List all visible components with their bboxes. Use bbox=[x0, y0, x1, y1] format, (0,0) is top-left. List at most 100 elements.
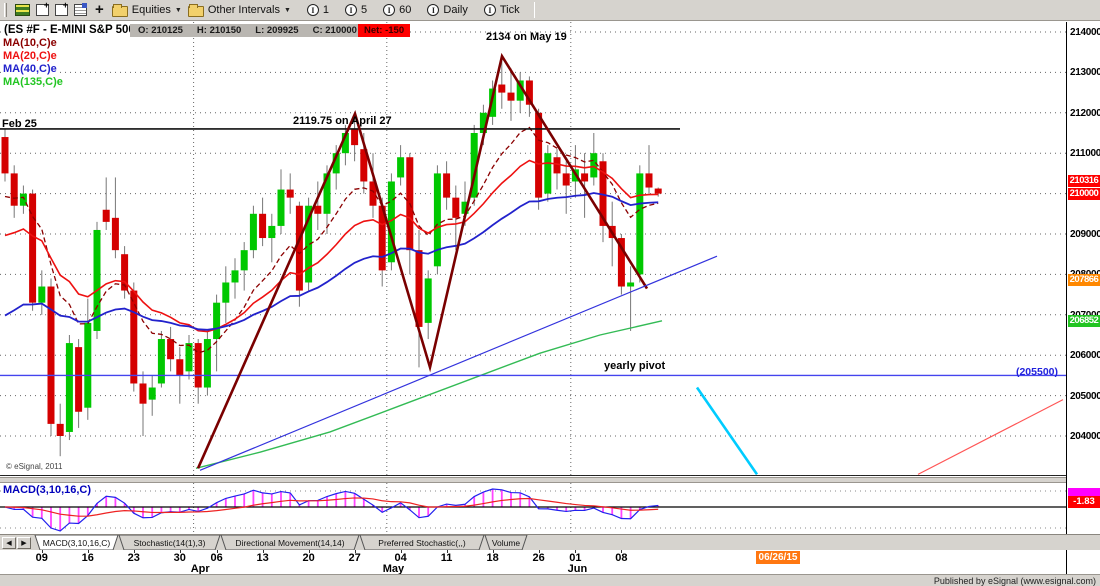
open-value: O: 210125 bbox=[138, 25, 183, 36]
new-chart-window-icon[interactable] bbox=[36, 0, 49, 16]
add-symbol-icon[interactable]: + bbox=[95, 1, 104, 18]
folder-icon bbox=[187, 3, 204, 17]
interval-button-60[interactable]: I 60 bbox=[383, 4, 411, 16]
macd-chart-canvas[interactable] bbox=[0, 483, 1066, 534]
study-tab-label: Directional Movement(14,14) bbox=[235, 538, 344, 548]
clock-interval-icon: I bbox=[427, 4, 440, 16]
week-label: 11 bbox=[440, 552, 453, 564]
date-tick bbox=[179, 550, 181, 553]
date-tick bbox=[575, 550, 577, 553]
study-tab-label: Stochastic(14(1),3) bbox=[134, 538, 206, 548]
toolbar: + Equities ▼ Other Intervals ▼ I1I5I60ID… bbox=[0, 0, 1100, 21]
week-label: 18 bbox=[486, 552, 499, 564]
toolbar-separator bbox=[533, 2, 535, 18]
may-high-annotation: 2134 on May 19 bbox=[486, 31, 567, 43]
close-value: C: 210000 bbox=[312, 25, 357, 36]
ma-legend-label: MA(40,C)e bbox=[2, 63, 58, 76]
swing-zigzag bbox=[196, 52, 649, 469]
ma-legend-label: MA(20,C)e bbox=[2, 50, 58, 63]
chevron-down-icon: ▼ bbox=[283, 6, 291, 14]
date-tick bbox=[133, 550, 135, 553]
macd-line bbox=[4, 488, 659, 532]
candlestick-chart-canvas[interactable] bbox=[0, 22, 1066, 476]
axis-tick-label: 212000 bbox=[1070, 107, 1100, 119]
gridlines bbox=[0, 31, 1066, 476]
status-bar: Published by eSignal (www.esignal.com) bbox=[0, 574, 1100, 586]
macd-study-label: MACD(3,10,16,C) bbox=[3, 484, 92, 496]
week-label: 20 bbox=[302, 552, 315, 564]
week-label: 01 bbox=[569, 552, 582, 564]
interval-button-daily[interactable]: I Daily bbox=[427, 4, 468, 16]
panel-divider[interactable] bbox=[0, 477, 1100, 483]
study-tab-label: Preferred Stochastic(,,) bbox=[378, 538, 466, 548]
ma-legend-label: MA(10,C)e bbox=[2, 37, 58, 50]
interval-label: Daily bbox=[443, 4, 468, 16]
date-tick bbox=[354, 550, 356, 553]
macd-value-badge: -1.83 bbox=[1068, 496, 1100, 508]
equities-menu[interactable]: Equities ▼ bbox=[111, 3, 182, 17]
price-badge: 207866 bbox=[1068, 273, 1100, 286]
clock-interval-icon: I bbox=[345, 4, 358, 16]
interval-label: 1 bbox=[322, 4, 330, 16]
week-label: 04 bbox=[394, 552, 407, 564]
month-label: Jun bbox=[567, 563, 588, 575]
ma-line-135 bbox=[195, 320, 663, 469]
macd-study-panel[interactable]: MACD(3,10,16,C) bbox=[0, 483, 1066, 534]
date-tick bbox=[538, 550, 540, 553]
axis-tick-label: 213000 bbox=[1070, 67, 1100, 79]
date-tick bbox=[87, 550, 89, 553]
week-label: 09 bbox=[35, 552, 48, 564]
cyan-projection bbox=[695, 386, 759, 476]
clock-interval-icon: I bbox=[483, 4, 496, 16]
interval-label: 5 bbox=[361, 4, 368, 16]
week-label: 23 bbox=[127, 552, 140, 564]
clock-interval-icon: I bbox=[383, 4, 396, 16]
price-badge: 210316 bbox=[1068, 174, 1100, 187]
interval-buttons: I 1 I 5 I 60 I Daily I Tick bbox=[301, 4, 520, 16]
yearly-pivot-annotation: yearly pivot bbox=[604, 360, 666, 372]
tab-scroll-left-button[interactable]: ◀ bbox=[2, 537, 16, 549]
date-tick bbox=[621, 550, 623, 553]
chart-properties-icon[interactable] bbox=[74, 3, 87, 16]
symbol-title: (ES #F - E-MINI S&P 500,D) bbox=[2, 24, 153, 36]
other-intervals-menu[interactable]: Other Intervals ▼ bbox=[187, 3, 291, 17]
folder-icon bbox=[111, 3, 128, 17]
axis-tick-label: 211000 bbox=[1070, 148, 1100, 160]
week-label: 06 bbox=[210, 552, 223, 564]
axis-tick-label: 214000 bbox=[1070, 27, 1100, 38]
ma-line-40 bbox=[4, 192, 659, 331]
toolbar-grip-handle[interactable] bbox=[4, 3, 7, 17]
clock-interval-icon: I bbox=[306, 4, 319, 16]
published-by-text: Published by eSignal (www.esignal.com) bbox=[933, 575, 1096, 586]
week-label: 27 bbox=[348, 552, 361, 564]
study-tab-strip: ◀ ▶ MACD(3,10,16,C) Stochastic(14(1),3) Di… bbox=[0, 534, 1100, 551]
week-label: 30 bbox=[173, 552, 186, 564]
date-axis: 06/26/15 09 16 23 30 06 13 20 27 04 11 18 26 01 08 Apr… bbox=[0, 550, 1066, 575]
month-label: May bbox=[382, 563, 405, 575]
week-label: 26 bbox=[532, 552, 545, 564]
study-tabs: MACD(3,10,16,C) Stochastic(14(1),3) Direct… bbox=[34, 535, 528, 551]
price-badge: 206852 bbox=[1068, 314, 1100, 327]
axis-tick-label: 204000 bbox=[1070, 431, 1100, 442]
week-label: 16 bbox=[81, 552, 94, 564]
chevron-down-icon: ▼ bbox=[174, 6, 182, 14]
duplicate-window-icon[interactable] bbox=[55, 0, 68, 16]
ma-legend: MA(10,C)e MA(20,C)e MA(40,C)e MA(135,C)e bbox=[2, 37, 64, 89]
low-value: L: 209925 bbox=[255, 25, 299, 36]
date-tick bbox=[216, 550, 218, 553]
tab-scroll-right-button[interactable]: ▶ bbox=[17, 537, 31, 549]
week-label: 08 bbox=[615, 552, 628, 564]
interval-button-tick[interactable]: I Tick bbox=[483, 4, 520, 16]
price-axis[interactable]: 2140002130002120002110002100002090002080… bbox=[1066, 22, 1100, 574]
red-projection bbox=[917, 399, 1064, 475]
chart-grid-icon[interactable] bbox=[15, 4, 30, 16]
high-value: H: 210150 bbox=[196, 25, 242, 36]
april-high-annotation: 2119.75 on April 27 bbox=[293, 115, 392, 127]
equities-menu-label: Equities bbox=[131, 4, 171, 16]
main-price-chart[interactable]: (ES #F - E-MINI S&P 500,D) O: 210125 H: … bbox=[0, 22, 1066, 476]
pivot-value-label: (205500) bbox=[1015, 366, 1058, 378]
ma-legend-label: MA(135,C)e bbox=[2, 76, 64, 89]
